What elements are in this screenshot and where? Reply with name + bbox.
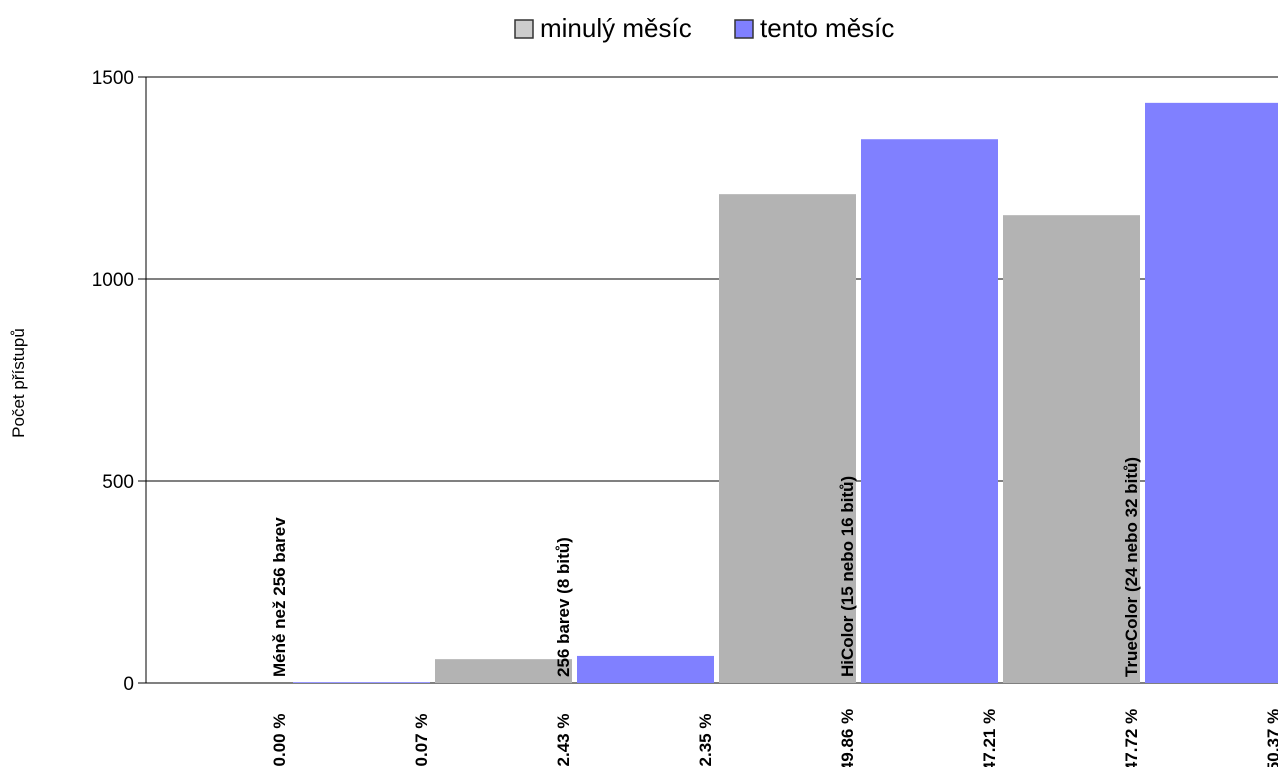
bars xyxy=(293,102,1278,683)
category-label: Méně než 256 barev xyxy=(270,517,289,677)
bar-minuly-1 xyxy=(435,659,572,683)
bar-minuly-3 xyxy=(1003,215,1140,683)
bar-minuly-2 xyxy=(719,194,856,683)
legend-swatch-tento xyxy=(734,19,754,39)
bar-labels: 0.00 % 0.07 % Méně než 256 barev 2.43 % 2.35… xyxy=(270,457,1278,771)
bar-tento-0 xyxy=(293,682,430,683)
y-tick-label: 1500 xyxy=(92,68,134,89)
percentage-label: 50.37 % xyxy=(1264,709,1278,767)
y-tick-label: 0 xyxy=(123,674,134,695)
percentage-label: 47.72 % xyxy=(1122,709,1141,767)
bar-tento-3 xyxy=(1145,102,1278,683)
legend: minulý měsíc tento měsíc xyxy=(514,13,894,43)
category-label: HiColor (15 nebo 16 bitů) xyxy=(838,476,857,677)
y-tick-label: 500 xyxy=(102,472,134,493)
legend-label-minuly: minulý měsíc xyxy=(540,13,692,43)
percentage-label: 47.21 % xyxy=(980,709,999,767)
bar-tento-2 xyxy=(861,139,998,683)
percentage-label: 2.35 % xyxy=(696,714,715,767)
percentage-label: 0.00 % xyxy=(270,714,289,767)
category-label: 256 barev (8 bitů) xyxy=(554,537,573,677)
y-tick-label: 1000 xyxy=(92,270,134,291)
bar-tento-1 xyxy=(577,655,714,683)
y-axis-title: Počet přístupů xyxy=(9,328,28,438)
legend-swatch-minuly xyxy=(514,19,534,39)
legend-label-tento: tento měsíc xyxy=(760,13,894,43)
percentage-label: 2.43 % xyxy=(554,714,573,767)
category-label: TrueColor (24 nebo 32 bitů) xyxy=(1122,457,1141,677)
percentage-label: 0.07 % xyxy=(412,714,431,767)
percentage-label: 49.86 % xyxy=(838,709,857,767)
